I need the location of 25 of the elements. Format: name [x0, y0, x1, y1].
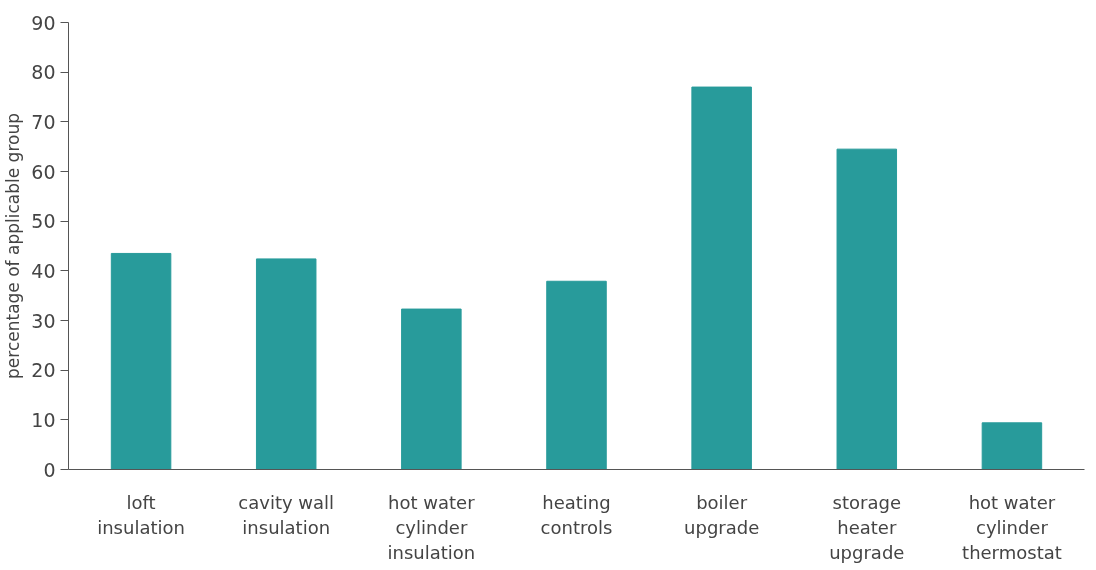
x-tick-label: loft insulation	[97, 491, 185, 538]
bar	[401, 308, 462, 470]
x-tick-label: heating controls	[540, 491, 613, 538]
bar	[546, 280, 607, 470]
y-tick-label: 60	[31, 160, 56, 183]
x-tick-label: hot water cylinder thermostat	[962, 491, 1062, 563]
y-tick-label: 30	[31, 309, 56, 332]
y-tick-label: 40	[31, 259, 56, 282]
bar	[110, 252, 172, 470]
y-tick-label: 0	[43, 458, 56, 481]
x-tick-label: storage heater upgrade	[829, 491, 905, 563]
bar	[255, 258, 317, 470]
x-tick-label: hot water cylinder insulation	[387, 491, 476, 563]
bar	[836, 148, 898, 470]
x-tick-label: cavity wall insulation	[238, 491, 335, 538]
y-tick-label: 10	[31, 408, 56, 431]
y-tick-label: 90	[31, 11, 56, 34]
y-tick-label: 50	[31, 210, 56, 233]
y-axis-title: percentage of applicable group	[3, 113, 24, 379]
x-tick-label: boiler upgrade	[684, 491, 760, 538]
bar	[981, 422, 1043, 470]
y-tick-label: 80	[31, 61, 56, 84]
bar	[691, 86, 752, 470]
y-tick-label: 20	[31, 359, 56, 382]
y-tick-label: 70	[31, 110, 56, 133]
